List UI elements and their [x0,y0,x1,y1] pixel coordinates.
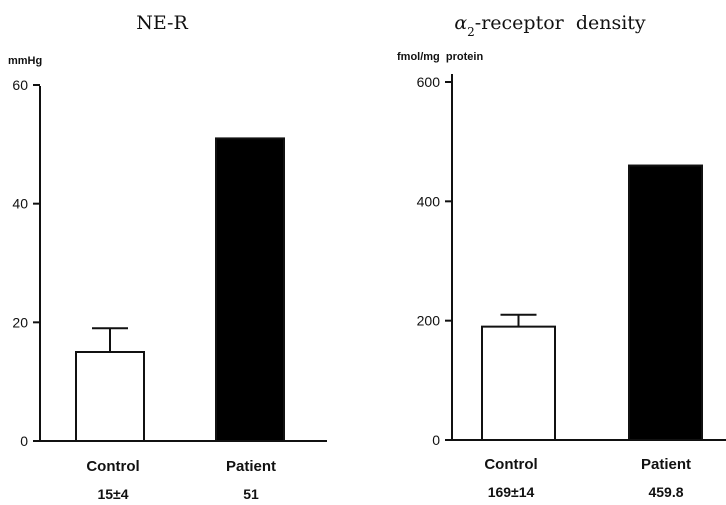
bar-control [481,325,556,441]
value-label: 169±14 [488,484,535,500]
bars [75,137,285,442]
y-axis-unit: fmol/mg protein [397,51,483,63]
y-axis-ticks: 0 200 400 600 [417,74,452,448]
y-tick-label: 400 [417,193,441,209]
chart-title: α2-receptor density [454,12,646,39]
chart-title: NE-R [136,12,188,34]
chart-alpha2-receptor-density: α2-receptor density fmol/mg protein 0 200… [397,12,726,500]
value-labels: 15±4 51 [97,486,259,502]
bar-patient [628,164,703,442]
y-tick-label: 0 [432,432,440,448]
error-bar [500,313,537,327]
category-label: Patient [226,458,276,475]
value-label: 459.8 [648,484,683,500]
category-label: Control [484,456,537,473]
value-label: 51 [243,486,259,502]
y-tick-label: 60 [12,77,28,93]
y-axis-unit: mmHg [8,55,42,67]
bar-control [75,351,145,442]
y-axis-ticks: 0 20 40 60 [12,77,40,449]
category-label: Control [86,458,139,475]
title-subscript: 2 [467,25,475,39]
title-symbol: α [454,12,467,34]
y-tick-label: 20 [12,314,28,330]
category-labels: Control Patient [484,456,691,473]
category-labels: Control Patient [86,458,276,475]
bars [481,164,703,442]
value-labels: 169±14 459.8 [488,484,684,500]
chart-ne-r: NE-R mmHg 0 20 40 60 Control Patient 15±4 51 [8,12,327,502]
axis-lines [39,86,327,442]
title-rest: -receptor density [475,12,646,34]
value-label: 15±4 [97,486,128,502]
y-tick-label: 200 [417,313,441,329]
error-bar [92,327,128,352]
y-tick-label: 0 [20,433,28,449]
y-tick-label: 600 [417,74,441,90]
category-label: Patient [641,456,691,473]
axis-lines [451,74,726,441]
bar-patient [215,137,285,442]
y-tick-label: 40 [12,196,28,212]
